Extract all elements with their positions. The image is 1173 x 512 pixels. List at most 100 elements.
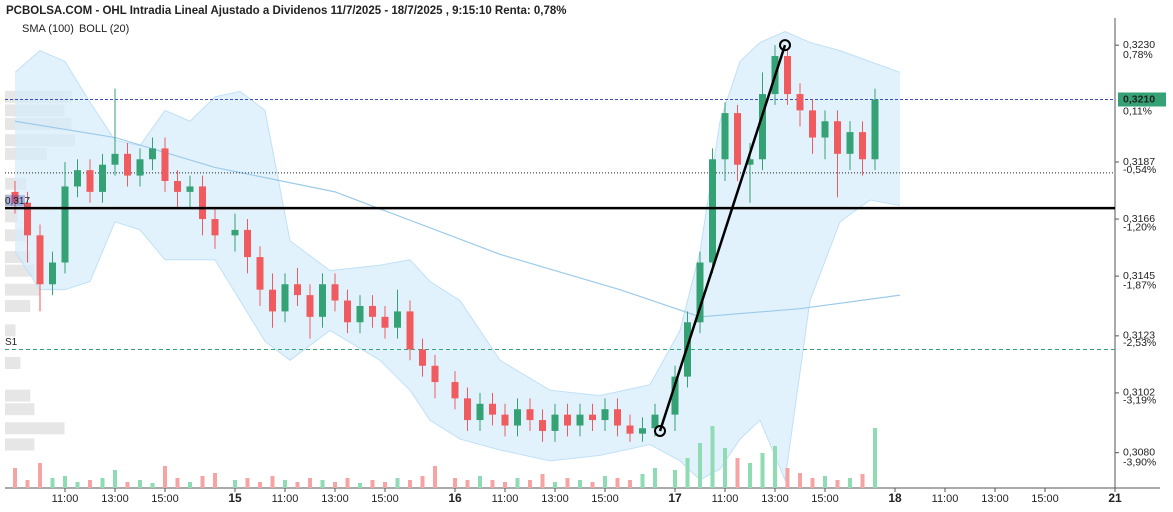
volume-bar [823,476,827,488]
volume-bar [848,478,852,488]
candle-body [489,403,496,415]
candle-body [784,56,791,95]
candle-body [871,99,879,160]
volume-bar [860,474,865,488]
candle-body [821,121,829,138]
candle-body [639,428,646,434]
black-level-box [5,195,25,207]
candle-body [306,295,314,317]
volume-bar [773,446,777,488]
volume-bar [490,480,495,488]
candle-body [709,159,716,263]
x-tick-label: 15:00 [1031,493,1059,505]
volume-bar [640,474,645,488]
candle-body [476,403,484,421]
candle-body [721,113,729,160]
support-label: S1 [5,337,18,348]
y2-tick-label: -1,20% [1123,221,1156,233]
x-tick-label: 15:00 [591,493,619,505]
volume-bar [138,480,142,488]
x-tick-label: 13:00 [321,493,349,505]
candle-body [746,159,754,165]
volume-bar [333,482,337,488]
candle-body [501,414,509,426]
volume-bar [38,463,42,488]
volume-profile-bar [5,251,31,264]
last-change-label: 0,11% [1123,105,1152,117]
sma-line [14,120,901,318]
candle-body [111,153,119,165]
volume-bar [420,476,425,488]
volume-bar [100,478,105,488]
candle-body [244,229,251,258]
candle-body [796,94,804,111]
volume-bar [503,482,507,488]
volume-bar [735,458,740,488]
candle-body [36,235,44,285]
candle-body [281,284,289,312]
volume-bar [565,478,570,488]
trendline [658,44,787,432]
y-tick-label: 0,3145 [1123,270,1155,282]
volume-bar [553,482,557,488]
candle-body [61,186,69,263]
volume-profile-bar [5,299,31,312]
candle-body [161,148,169,182]
y2-tick-label: -0,54% [1123,164,1156,176]
volume-bar [50,478,55,488]
candle-body [846,132,854,154]
volume-bar [175,478,180,488]
y2-tick-label: 0,78% [1123,49,1153,61]
volume-bar [810,478,815,488]
candle-body [369,305,376,317]
volume-bar [578,480,582,488]
volume-bar [685,458,690,488]
candle-body [431,365,439,383]
volume-bar [798,473,802,488]
candle-body [696,262,704,323]
candle-body [759,94,766,160]
last-price-box [1118,92,1166,107]
candle-body [514,409,521,426]
x-tick-label: 15 [228,491,242,505]
x-tick-label: 21 [1108,491,1122,505]
candle-body [626,425,634,434]
volume-bar [163,466,167,488]
x-tick-label: 13:00 [981,493,1009,505]
y-tick-label: 0,3230 [1123,39,1155,51]
volume-bar [748,463,752,488]
x-tick-label: 15:00 [371,493,399,505]
volume-profile-bar [5,438,35,451]
volume-profile-bar [5,357,21,370]
volume-bar [835,480,840,488]
chart-title: PCBOLSA.COM - OHL Intradia Lineal Ajusta… [6,5,567,17]
x-tick-label: 18 [888,491,902,505]
volume-bar [465,480,470,488]
candle-body [99,164,106,192]
y2-tick-label: -3,90% [1123,456,1156,468]
y-tick-label: 0,3123 [1123,330,1155,342]
volume-bar [590,482,595,488]
candle-body [186,186,194,192]
volume-bar [283,480,287,488]
volume-bar [478,476,482,488]
black-level-label: 0,317 [5,196,30,207]
candle-body [319,284,326,317]
volume-bar [785,468,790,488]
volume-bar [453,478,457,488]
candle-body [24,202,31,236]
candle-body [74,170,81,187]
volume-bar [200,476,205,488]
y-tick-label: 0,3187 [1123,156,1155,168]
bollinger-lower [14,199,901,482]
x-tick-label: 11:00 [52,493,79,505]
volume-profile-bar [5,283,40,296]
volume-bar [233,480,237,488]
volume-bar [308,478,312,488]
candle-body [174,181,181,192]
volume-bar [113,470,117,488]
x-tick-label: 13:00 [541,493,569,505]
volume-bar [540,474,545,488]
x-tick-label: 15:00 [151,493,179,505]
